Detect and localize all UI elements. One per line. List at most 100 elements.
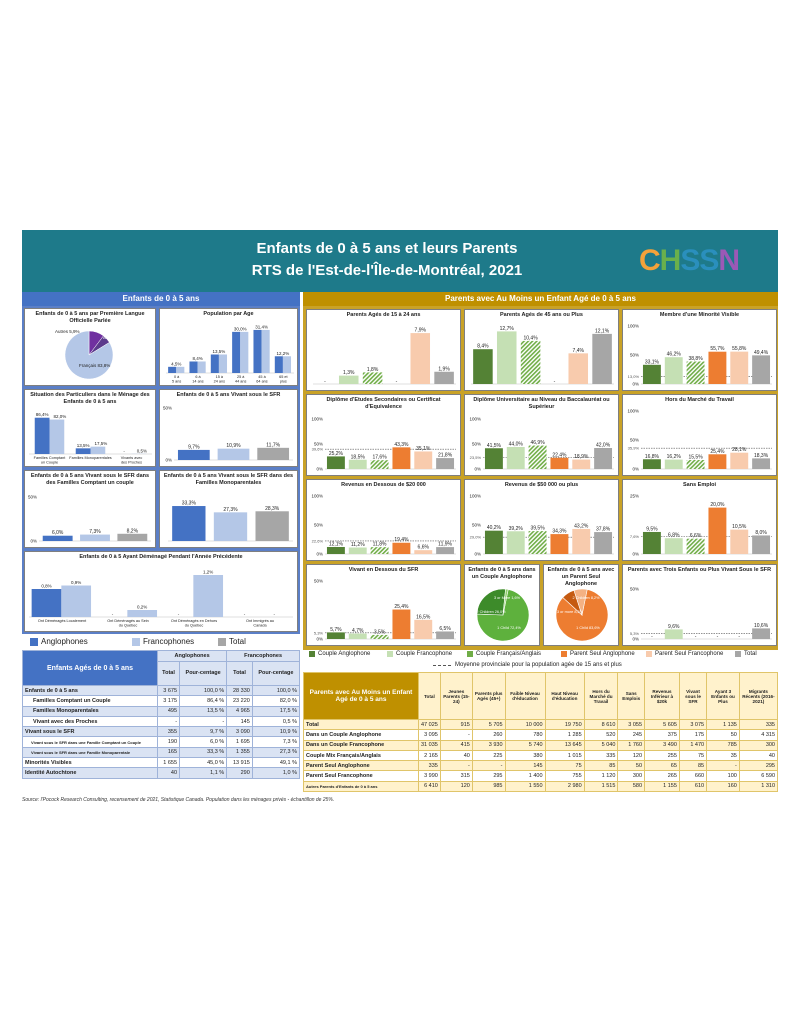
table-header-cell: Haut Niveau d'éducation xyxy=(544,672,585,720)
table-cell: Vivant sous le SFR dans une Famille Comp… xyxy=(22,736,158,748)
provincial-label: 39,6% xyxy=(312,447,324,452)
table-row: Parent Seul Anglophone 335- -145 75 85 50 65 85… xyxy=(303,760,779,772)
y-tick-label: 0% xyxy=(316,552,323,557)
legend-label: Parent Seul Anglophone xyxy=(570,651,635,657)
table-cell: 3 990 xyxy=(418,770,441,782)
bar-value-label: 12,1% xyxy=(595,328,610,334)
bar-value-label: 11,7% xyxy=(266,442,280,448)
chart-panel-demenage: Enfants de 0 à 5 Ayant Déménagé Pendant … xyxy=(24,551,298,632)
bar xyxy=(572,459,591,469)
bar-value-label: 27,3% xyxy=(223,507,238,513)
x-tick-label: 45 à xyxy=(258,375,266,379)
provincial-label: 5,3% xyxy=(630,631,640,636)
chart-svg: 1 Child 72,4% 2 Children 26,0% 3 or More 1… xyxy=(476,588,530,642)
table-cell: 31 035 xyxy=(418,739,441,751)
chart-title: Sans Emploi xyxy=(682,482,716,488)
table-cell: 265 xyxy=(644,770,680,782)
x-tick-label: Ont Déménagés Localement xyxy=(38,619,87,623)
table-cell: 300 xyxy=(617,770,646,782)
chart-svg: 0% 25% 7,6% 9,5% 6,8% 6,6% 20,0% 10,5% 8,0% xyxy=(630,494,772,557)
table-cell: 3 490 xyxy=(644,739,680,751)
bar-value-label: - xyxy=(695,634,697,640)
legend-swatch xyxy=(387,651,393,657)
x-tick-label: 5 ans xyxy=(172,380,181,384)
bar xyxy=(282,356,292,373)
bar xyxy=(664,357,683,384)
right-chart-area: Parents Agés de 15 à 24 ans - 1,3% 1,8% - 7,9… xyxy=(303,306,778,650)
chart-title: Parents avec Trois Enfants ou Plus Vivan… xyxy=(627,567,772,573)
pie-label: 1 Child 72,4% xyxy=(497,626,521,630)
chart-title: Diplôme Universitaire au Niveau du Bacca… xyxy=(473,397,610,410)
table-header-cell: Total xyxy=(156,660,181,687)
table-cell: - xyxy=(156,715,181,728)
table-header-cell: Sans Emplois xyxy=(617,672,646,720)
table-cell: 65 xyxy=(644,760,680,772)
bar-value-label: 1,8% xyxy=(367,367,379,373)
bar-value-label: 10,9% xyxy=(226,443,241,449)
legend-label: Couple Francophone xyxy=(396,651,453,657)
table-cell: 495 xyxy=(156,705,181,717)
table-cell: - xyxy=(439,760,473,772)
table-cell: 13 915 xyxy=(226,757,253,769)
bar xyxy=(730,452,749,469)
bar-value-label: 34,3% xyxy=(552,529,567,535)
table-cell: 100,0 % xyxy=(251,684,301,697)
bar-value-label: 8,2% xyxy=(127,528,139,534)
table-cell: 315 xyxy=(439,770,473,782)
table-row: Couple Mix Français/Anglais 2 165 40 225 380… xyxy=(303,749,779,762)
pie-label: 1 Child 83,6% xyxy=(576,626,600,630)
y-tick-label: 100% xyxy=(469,417,481,422)
legend-label: Total xyxy=(744,651,757,657)
table-cell: 1 310 xyxy=(738,780,779,793)
bar xyxy=(664,538,683,554)
page-subtitle: RTS de l'Est-de-l'Île-de-Montréal, 2021 xyxy=(251,262,523,279)
legend-item: Anglophones xyxy=(30,637,88,646)
table-header-cell: Revenus Inférieur à $20k xyxy=(644,672,680,720)
bar xyxy=(326,632,345,639)
bar-value-label: 28,3% xyxy=(265,506,280,512)
chart-svg: 0% 50% 9,7% 10,9% 11,7% xyxy=(163,406,293,463)
table-header-cell: Enfants Agés de 0 à 5 ans xyxy=(22,650,158,686)
bar xyxy=(217,448,250,460)
chart-title: Enfants de 0 à 5 ans dans un Couple Angl… xyxy=(468,567,536,580)
table-cell: Couple Mix Français/Anglais xyxy=(303,749,419,762)
chart-title: Vivant en Dessous du SFR xyxy=(348,567,419,573)
table-row: Enfants de 0 à 5 ans 3 675 100,0 % 28 330 10… xyxy=(22,684,301,697)
bar xyxy=(642,459,661,469)
bar-value-label: 7,3% xyxy=(89,529,101,535)
legend-label: Total xyxy=(229,637,246,646)
bar xyxy=(189,361,198,373)
table-cell: 580 xyxy=(617,780,646,793)
bar-value-label: 25,2% xyxy=(329,451,344,457)
table-cell: 755 xyxy=(544,770,585,782)
bar-value-label: 21,8% xyxy=(438,453,453,459)
table-row: Dans un Couple Francophone 31 035 415 3 930… xyxy=(303,739,779,751)
chart-title: Enfants de 0 à 5 ans Vivant sous le SFR … xyxy=(30,473,150,486)
y-tick-label: 0% xyxy=(632,467,639,472)
bar-value-label: 44,0% xyxy=(509,442,524,448)
x-tick-label: 6 à xyxy=(195,375,201,379)
chart-panel-situation: Situation des Particuliers dans le Ménag… xyxy=(24,389,156,467)
bar xyxy=(261,329,270,373)
bar-value-label: 0,2% xyxy=(137,605,147,610)
bar-value-label: 6,8% xyxy=(668,533,680,539)
chart-title: Diplôme d'Etudes Secondaires ou Certific… xyxy=(326,397,441,410)
table-cell: 1 515 xyxy=(583,780,619,793)
chart-panel-sans_emploi: Sans Emploi 0% 25% 7,6% 9,5% 6,8% 6,6% 20,0% 10,… xyxy=(622,479,777,561)
bar-value-label: 43,3% xyxy=(394,442,409,448)
table-cell: 75 xyxy=(544,760,585,772)
legend-label: Couple Anglophone xyxy=(318,651,371,657)
provincial-label: 29,0% xyxy=(470,535,482,540)
legend-swatch xyxy=(646,651,652,657)
bar-value-label: 6,5% xyxy=(439,626,451,632)
bar-value-label: 1,3% xyxy=(343,370,355,376)
bar-value-label: - xyxy=(717,634,719,640)
table-cell: 75 xyxy=(678,749,708,762)
bar-value-label: 9,7% xyxy=(188,444,200,450)
table-cell: 225 xyxy=(471,749,506,762)
chart-title: Enfants de 0 à 5 ans Vivant sous le SFR … xyxy=(163,473,294,486)
bar xyxy=(730,529,749,554)
table-cell: 1 155 xyxy=(644,780,680,793)
y-tick-label: 50% xyxy=(28,495,37,500)
